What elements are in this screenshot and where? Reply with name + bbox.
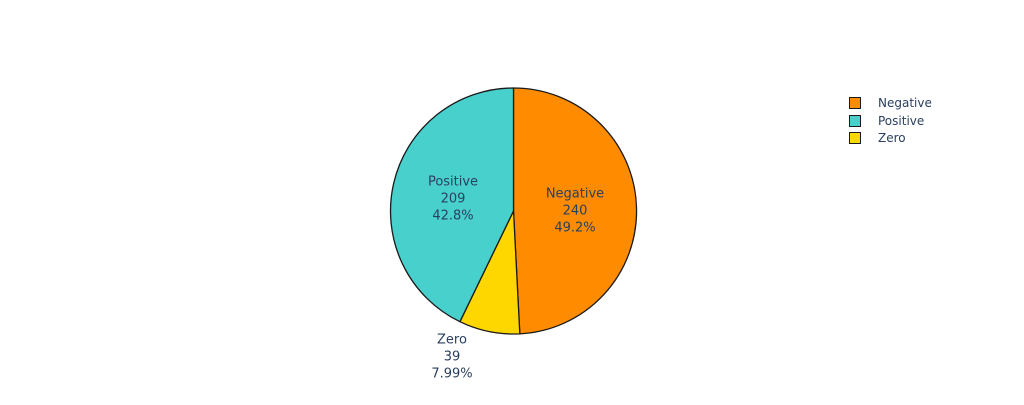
- legend: Negative Positive Zero: [849, 96, 932, 149]
- legend-swatch-icon: [849, 132, 861, 144]
- legend-item-zero[interactable]: Zero: [849, 131, 932, 145]
- legend-item-label: Zero: [878, 131, 906, 145]
- legend-swatch-icon: [849, 97, 861, 109]
- legend-item-positive[interactable]: Positive: [849, 114, 932, 128]
- legend-swatch-icon: [849, 114, 861, 127]
- legend-item-label: Negative: [878, 96, 932, 110]
- pie-slice-positive[interactable]: [389, 87, 515, 323]
- legend-item-label: Positive: [878, 113, 925, 128]
- pie-slice-negative[interactable]: [512, 87, 638, 335]
- legend-item-negative[interactable]: Negative: [849, 96, 932, 110]
